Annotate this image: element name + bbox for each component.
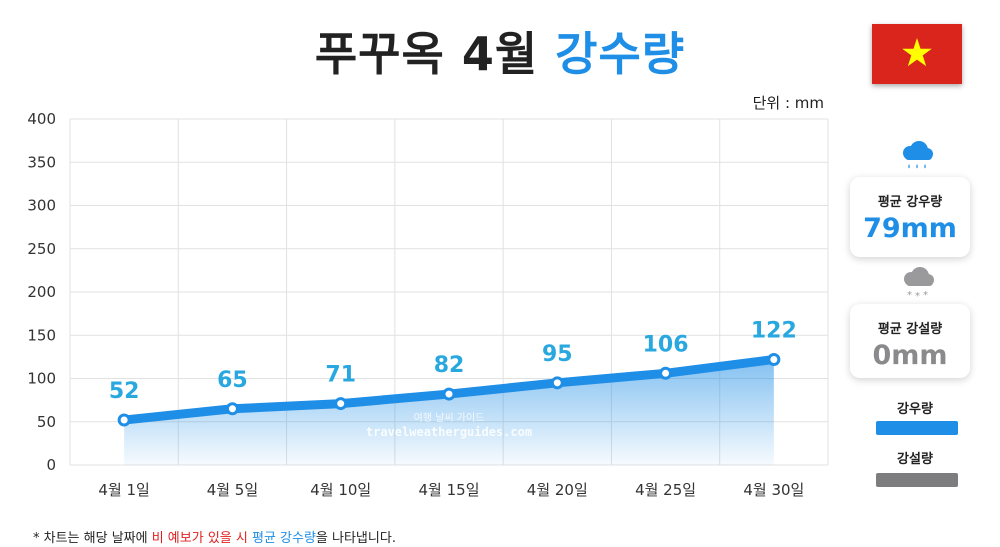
data-point	[225, 402, 239, 416]
title-main: 푸꾸옥 4월	[314, 27, 539, 81]
data-label: 82	[434, 353, 465, 378]
avg-rainfall-value: 79mm	[863, 213, 957, 244]
footnote-part2: 비 예보가 있을 시	[151, 531, 248, 546]
avg-rainfall-card: 평균 강우량 79mm	[850, 177, 970, 257]
y-tick-label: 100	[27, 370, 56, 388]
x-tick-label: 4월 30일	[743, 481, 804, 499]
vietnam-flag-icon	[872, 24, 962, 84]
avg-snowfall-label: 평균 강설량	[877, 322, 943, 337]
svg-text:*: *	[923, 290, 928, 300]
data-label: 65	[217, 368, 248, 393]
x-tick-label: 4월 25일	[635, 481, 696, 499]
unit-label: 단위 : mm	[752, 94, 824, 112]
data-point	[767, 352, 781, 366]
page-title: 푸꾸옥 4월 강수량	[0, 18, 1000, 84]
avg-rainfall-label: 평균 강우량	[877, 195, 943, 210]
y-tick-label: 200	[27, 283, 56, 301]
footnote-part5: 을 나타냅니다.	[315, 531, 396, 546]
legend-rain-label: 강우량	[897, 402, 933, 417]
data-label: 71	[325, 363, 356, 388]
avg-snowfall-value: 0mm	[872, 340, 948, 371]
footnote-part4: 평균 강수량	[251, 531, 316, 546]
y-tick-label: 50	[37, 413, 56, 431]
x-tick-label: 4월 5일	[207, 481, 258, 499]
watermark-line-1: 여행 날씨 가이드	[414, 412, 485, 424]
rain-cloud-icon	[903, 141, 933, 169]
legend-rain-swatch	[876, 421, 958, 435]
data-label: 52	[109, 379, 140, 404]
svg-text:*: *	[915, 291, 920, 300]
data-point	[117, 413, 131, 427]
data-label: 95	[542, 342, 573, 367]
legend-snow-swatch	[876, 473, 958, 487]
x-tick-label: 4월 15일	[419, 481, 480, 499]
y-tick-label: 400	[27, 110, 56, 128]
footnote-part1: * 차트는 해당 날짜에	[33, 531, 152, 546]
rainfall-area	[124, 359, 774, 465]
data-point	[334, 397, 348, 411]
x-tick-label: 4월 1일	[98, 481, 149, 499]
x-tick-label: 4월 10일	[310, 481, 371, 499]
y-tick-label: 350	[27, 153, 56, 171]
data-point	[550, 376, 564, 390]
data-point	[442, 387, 456, 401]
title-accent: 강수량	[555, 27, 686, 81]
data-point	[659, 366, 673, 380]
legend-snow-label: 강설량	[897, 452, 933, 467]
x-tick-label: 4월 20일	[527, 481, 588, 499]
data-label: 122	[751, 318, 797, 343]
y-tick-label: 0	[46, 456, 56, 474]
y-tick-label: 150	[27, 326, 56, 344]
y-tick-label: 250	[27, 240, 56, 258]
avg-snowfall-card: 평균 강설량 0mm	[850, 304, 970, 378]
snow-cloud-icon: * * *	[904, 267, 934, 300]
footnote: * 차트는 해당 날짜에 비 예보가 있을 시 평균 강수량을 나타냅니다.	[33, 527, 396, 546]
watermark-line-2: travelweatherguides.com	[366, 425, 532, 439]
data-label: 106	[643, 332, 689, 357]
svg-text:*: *	[907, 290, 912, 300]
y-tick-label: 300	[27, 197, 56, 215]
